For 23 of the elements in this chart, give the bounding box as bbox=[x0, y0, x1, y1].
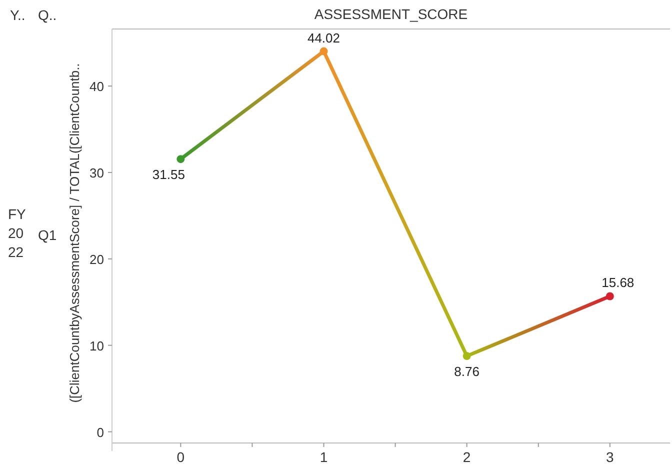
chart-title: ASSESSMENT_SCORE bbox=[314, 6, 468, 22]
x-tick-label: 1 bbox=[320, 449, 328, 465]
point bbox=[462, 352, 471, 360]
x-tick-label: 3 bbox=[606, 449, 614, 465]
data-label: 31.55 bbox=[152, 167, 185, 182]
x-tick-label: 2 bbox=[462, 449, 471, 465]
text: Y.. bbox=[10, 7, 26, 23]
data-label: 15.68 bbox=[602, 275, 634, 290]
y-axis-title: ([ClientCountbyAssessmentScore] / TOTAL([ClientCountb.. bbox=[67, 63, 82, 403]
text: Q.. bbox=[38, 7, 57, 23]
y-tick-label: 0 bbox=[96, 424, 104, 440]
y-tick-label: 20 bbox=[90, 252, 104, 267]
data-label: 44.02 bbox=[307, 30, 340, 46]
point bbox=[176, 155, 185, 164]
y-tick-label: 40 bbox=[90, 79, 104, 94]
x-tick-label: 0 bbox=[176, 449, 185, 465]
text: Q1 bbox=[38, 227, 57, 243]
data-label: 8.76 bbox=[454, 364, 480, 380]
point bbox=[606, 292, 614, 300]
text: FY 2022 bbox=[8, 205, 27, 262]
y-tick-label: 30 bbox=[90, 165, 104, 180]
point bbox=[320, 47, 328, 56]
y-tick-label: 10 bbox=[90, 338, 104, 354]
